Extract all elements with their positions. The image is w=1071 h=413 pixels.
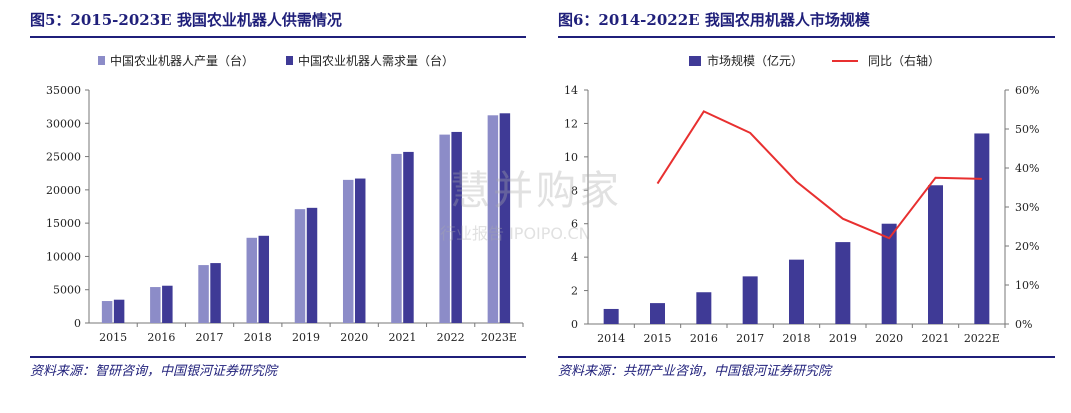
y2-tick-label: 60% bbox=[1015, 84, 1039, 97]
y-tick-label: 35000 bbox=[46, 84, 81, 97]
y-tick-label: 20000 bbox=[46, 184, 81, 197]
x-tick-label: 2016 bbox=[690, 332, 718, 345]
y2-tick-label: 30% bbox=[1015, 201, 1039, 214]
x-tick-label: 2021 bbox=[922, 332, 950, 345]
y2-tick-label: 10% bbox=[1015, 279, 1039, 292]
right-figure: 图6：2014-2022E 我国农用机器人市场规模 市场规模（亿元） 同比（右轴）… bbox=[556, 0, 1071, 413]
supply-demand-chart: 中国农业机器人产量（台） 中国农业机器人需求量（台） 0 5000 10000 15000… bbox=[46, 53, 524, 344]
legend-swatch-production bbox=[98, 56, 105, 65]
y-tick-label: 10000 bbox=[46, 250, 81, 263]
right-source-note: 资料来源：共研产业咨询，中国银河证券研究院 bbox=[558, 364, 832, 379]
bar-demand bbox=[451, 131, 462, 323]
x-tick-label: 2015 bbox=[644, 332, 672, 345]
bar-demand bbox=[162, 285, 173, 323]
legend-label-production: 中国农业机器人产量（台） bbox=[110, 53, 254, 68]
bar-production bbox=[391, 153, 402, 323]
y2-tick-label: 40% bbox=[1015, 162, 1039, 175]
bar-demand bbox=[306, 207, 318, 323]
x-tick-label: 2023E bbox=[481, 331, 517, 344]
y2-tick-label: 20% bbox=[1015, 240, 1039, 253]
bar-market-size bbox=[742, 276, 758, 324]
x-tick-label: 2018 bbox=[783, 332, 811, 345]
bar-production bbox=[342, 179, 354, 323]
legend-swatch-demand bbox=[286, 56, 293, 65]
left-figure: 图5：2015-2023E 我国农业机器人供需情况 中国农业机器人产量（台） 中国… bbox=[0, 0, 530, 413]
bar-market-size bbox=[789, 259, 804, 324]
bar-market-size bbox=[835, 242, 851, 324]
bar-demand bbox=[210, 263, 221, 323]
x-tick-label: 2022 bbox=[437, 331, 465, 344]
legend-swatch-market-size bbox=[689, 56, 701, 66]
y2-tick-label: 0% bbox=[1015, 318, 1032, 331]
x-tick-label: 2017 bbox=[736, 332, 764, 345]
right-bottom-rule bbox=[558, 356, 1055, 358]
x-tick-label: 2019 bbox=[292, 331, 320, 344]
x-tick-label: 2021 bbox=[388, 331, 416, 344]
y-tick-label: 15000 bbox=[46, 217, 81, 230]
y-tick-label: 30000 bbox=[46, 117, 81, 130]
y-tick-label: 4 bbox=[571, 251, 578, 264]
bar-demand bbox=[403, 151, 414, 323]
x-tick-label: 2022E bbox=[964, 332, 1000, 345]
bar-market-size bbox=[650, 303, 665, 324]
x-tick-label: 2017 bbox=[196, 331, 224, 344]
y2-tick-label: 50% bbox=[1015, 123, 1039, 136]
left-source-note: 资料来源：智研咨询，中国银河证券研究院 bbox=[30, 364, 278, 379]
bar-production bbox=[198, 265, 209, 323]
x-tick-label: 2020 bbox=[340, 331, 368, 344]
bar-production bbox=[294, 209, 306, 323]
bar-market-size bbox=[928, 185, 943, 324]
bar-demand bbox=[499, 113, 511, 323]
bar-production bbox=[487, 115, 499, 323]
y-tick-label: 5000 bbox=[53, 284, 81, 297]
x-tick-label: 2018 bbox=[244, 331, 272, 344]
bar-production bbox=[439, 134, 450, 323]
bar-market-size bbox=[881, 223, 897, 324]
y-tick-label: 0 bbox=[571, 318, 578, 331]
market-size-chart: 市场规模（亿元） 同比（右轴） 0 2 4 6 8 10 12 14 0% 10% 20% 30% 40% 5… bbox=[564, 53, 1039, 345]
bar-production bbox=[246, 237, 258, 323]
right-top-rule bbox=[558, 36, 1055, 38]
bar-market-size bbox=[603, 308, 619, 324]
bar-production bbox=[150, 287, 161, 323]
x-tick-label: 2019 bbox=[829, 332, 857, 345]
y-tick-label: 8 bbox=[571, 184, 578, 197]
x-tick-label: 2015 bbox=[99, 331, 127, 344]
bar-production bbox=[101, 301, 113, 323]
x-tick-label: 2020 bbox=[875, 332, 903, 345]
y-tick-label: 10 bbox=[564, 151, 578, 164]
y-tick-label: 6 bbox=[571, 218, 578, 231]
legend-label-market-size: 市场规模（亿元） bbox=[707, 53, 803, 68]
right-figure-title: 图6：2014-2022E 我国农用机器人市场规模 bbox=[558, 11, 870, 29]
y-tick-label: 12 bbox=[564, 117, 578, 130]
y-tick-label: 25000 bbox=[46, 151, 81, 164]
legend-label-demand: 中国农业机器人需求量（台） bbox=[298, 53, 454, 68]
bar-demand bbox=[354, 178, 366, 323]
left-top-rule bbox=[30, 36, 526, 38]
x-tick-label: 2014 bbox=[597, 332, 625, 345]
y-tick-label: 14 bbox=[564, 84, 578, 97]
left-figure-title: 图5：2015-2023E 我国农业机器人供需情况 bbox=[30, 11, 342, 29]
left-bottom-rule bbox=[30, 356, 526, 358]
y-tick-label: 0 bbox=[74, 317, 81, 330]
bar-market-size bbox=[974, 133, 990, 324]
bar-demand bbox=[258, 235, 270, 323]
x-tick-label: 2016 bbox=[147, 331, 175, 344]
legend-label-yoy: 同比（右轴） bbox=[868, 53, 940, 68]
y-tick-label: 2 bbox=[571, 285, 578, 298]
line-yoy-growth bbox=[656, 110, 982, 240]
bar-market-size bbox=[696, 292, 712, 324]
bar-demand bbox=[113, 299, 125, 323]
